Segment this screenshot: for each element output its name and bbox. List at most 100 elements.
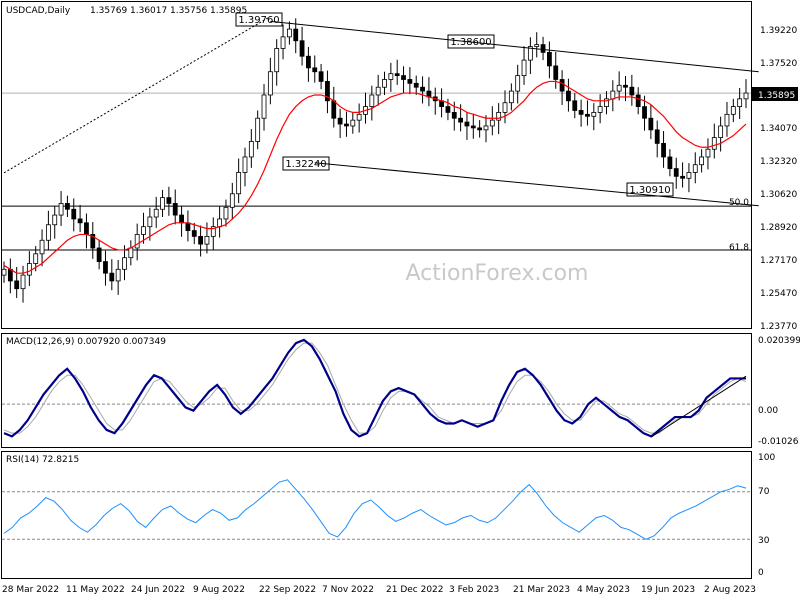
price-trendline <box>270 20 759 73</box>
candle-body <box>217 218 223 228</box>
candle-body <box>204 235 210 245</box>
ohlc-close: 1.35895 <box>210 6 247 16</box>
candle-body <box>521 59 527 77</box>
candle-body <box>7 268 13 282</box>
macd-tick: 0.00 <box>758 406 778 416</box>
candle-body <box>280 36 286 49</box>
candle-body <box>52 214 58 226</box>
date-tick: 22 Sep 2022 <box>259 585 316 595</box>
candle-body <box>71 208 77 220</box>
rsi-tick: 70 <box>758 487 770 497</box>
candle-body <box>96 247 102 262</box>
candle-body <box>1 268 7 276</box>
rsi-tick: 100 <box>758 453 775 463</box>
candle-body <box>153 208 159 218</box>
candle-body <box>26 263 32 276</box>
candle-body <box>559 79 565 92</box>
annotation-1-32240: 1.32240 <box>282 156 330 171</box>
candle-body <box>680 175 685 179</box>
price-axis: 1.39220 1.37520 1.35895 1.34070 1.32320 … <box>752 26 798 332</box>
candle-body <box>293 28 299 42</box>
candle-body <box>477 127 483 131</box>
candle-body <box>591 112 597 117</box>
candle-body <box>134 234 140 249</box>
candle-body <box>84 222 89 235</box>
candle-body <box>229 193 235 208</box>
price-tick: 1.32320 <box>760 157 797 167</box>
candle-body <box>502 102 508 113</box>
date-tick: 21 Dec 2022 <box>386 585 444 595</box>
candle-body <box>318 71 324 82</box>
watermark: ActionForex.com <box>406 261 589 286</box>
candle-body <box>699 156 705 166</box>
candle-body <box>629 86 635 96</box>
candle-body <box>337 117 343 125</box>
candle-body <box>90 234 96 249</box>
moving-average-line <box>3 80 747 274</box>
candle-body <box>464 121 470 127</box>
candle-body <box>299 40 305 57</box>
candle-body <box>540 44 546 53</box>
price-panel-frame <box>1 1 752 329</box>
plot-layer <box>1 16 759 540</box>
candle-body <box>566 90 571 102</box>
candle-body <box>616 84 622 92</box>
candle-body <box>191 230 197 237</box>
candle-body <box>407 79 413 84</box>
annotation-1-39760: 1.39760 <box>235 12 283 27</box>
date-tick: 4 May 2023 <box>577 585 630 595</box>
current-price-label: 1.35895 <box>752 87 798 101</box>
candle-body <box>667 156 673 169</box>
candle-body <box>166 197 172 204</box>
candle-body <box>115 268 121 282</box>
rsi-tick: 30 <box>758 536 770 546</box>
candle-body <box>483 125 489 131</box>
candle-body <box>223 206 229 220</box>
candle-body <box>210 226 216 237</box>
candle-body <box>103 261 108 274</box>
candle-body <box>236 172 242 195</box>
candle-body <box>58 203 64 216</box>
candle-body <box>711 137 717 150</box>
rsi-title: RSI(14) 72.8215 <box>6 455 79 465</box>
candle-body <box>369 94 375 107</box>
svg-text:1.35895: 1.35895 <box>758 91 795 101</box>
candle-body <box>705 148 711 158</box>
candle-body <box>604 98 609 107</box>
candle-body <box>661 143 666 158</box>
candle-body <box>730 106 736 115</box>
candle-body <box>45 224 51 241</box>
svg-text:1.39760: 1.39760 <box>238 15 279 26</box>
date-tick: 24 Jun 2022 <box>131 585 185 595</box>
candle-body <box>553 65 559 80</box>
candle-body <box>648 117 654 131</box>
annotation-1-30910: 1.30910 <box>626 182 674 197</box>
macd-trendline <box>651 375 747 438</box>
candle-body <box>198 235 203 245</box>
candle-body <box>635 94 641 107</box>
ohlc-high: 1.36017 <box>130 6 167 16</box>
candle-body <box>179 214 184 224</box>
candle-body <box>401 75 406 80</box>
candle-body <box>248 141 254 158</box>
annotation-1-38600: 1.38600 <box>447 34 495 49</box>
candle-body <box>489 119 495 127</box>
macd-title: MACD(12,26,9) 0.007920 0.007349 <box>6 337 166 347</box>
candle-body <box>344 123 349 127</box>
date-tick: 28 Mar 2022 <box>2 585 59 595</box>
candle-body <box>14 280 20 290</box>
candle-body <box>128 247 134 259</box>
candle-body <box>172 203 178 216</box>
candle-body <box>306 55 311 69</box>
price-trendline <box>3 16 271 174</box>
candle-body <box>610 90 616 100</box>
candle-body <box>724 113 730 127</box>
candle-body <box>350 119 356 127</box>
price-trendline <box>314 162 759 207</box>
candle-body <box>267 71 273 96</box>
candle-body <box>451 112 457 119</box>
candle-body <box>185 222 191 231</box>
candle-body <box>686 172 692 179</box>
candle-body <box>585 113 590 117</box>
